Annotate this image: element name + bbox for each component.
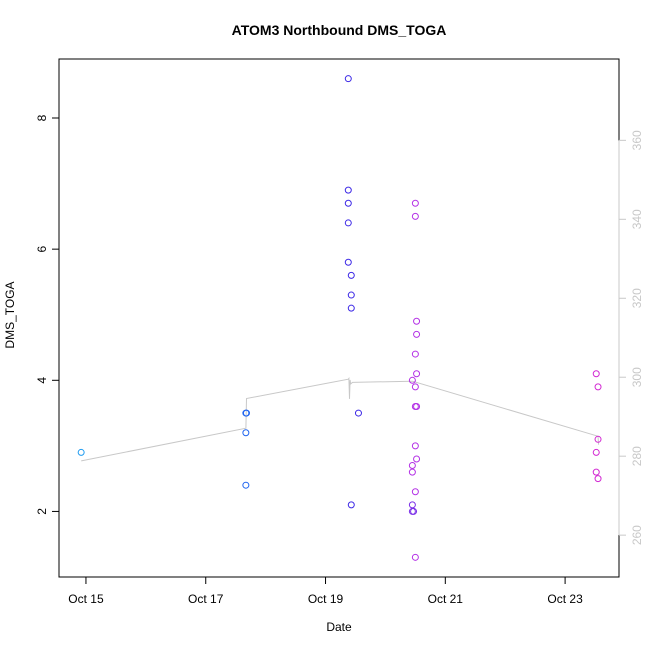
y2-axis: 260 280 300 320 340 360	[618, 130, 644, 545]
x-axis-label: Date	[326, 620, 352, 634]
y-axis: 2 4 6 8	[35, 114, 60, 515]
x-tick-label: Oct 23	[547, 592, 583, 606]
data-point	[347, 271, 355, 279]
y-tick-label: 4	[35, 377, 49, 384]
y2-tick-label: 260	[630, 525, 644, 545]
data-point	[408, 376, 416, 384]
x-tick-label: Oct 19	[308, 592, 344, 606]
data-point	[344, 199, 352, 207]
secondary-series	[81, 376, 600, 462]
data-point	[592, 370, 600, 378]
data-points	[77, 75, 602, 561]
data-point	[344, 186, 352, 194]
y2-tick-label: 340	[630, 209, 644, 229]
data-point	[344, 75, 352, 83]
data-point	[411, 383, 419, 391]
data-point	[594, 435, 602, 443]
data-point	[411, 553, 419, 561]
x-tick-label: Oct 17	[188, 592, 224, 606]
data-point	[592, 468, 600, 476]
data-point	[408, 468, 416, 476]
y-tick-label: 2	[35, 508, 49, 515]
x-tick-label: Oct 21	[428, 592, 464, 606]
data-point	[347, 291, 355, 299]
y-axis-label: DMS_TOGA	[3, 281, 17, 348]
data-point	[242, 409, 250, 417]
x-axis: Oct 15 Oct 17 Oct 19 Oct 21 Oct 23	[68, 576, 583, 606]
data-point	[413, 455, 421, 463]
data-point	[242, 429, 250, 437]
data-point	[344, 258, 352, 266]
data-point	[413, 330, 421, 338]
data-point	[347, 501, 355, 509]
plot-frame	[58, 58, 620, 578]
data-point	[77, 448, 85, 456]
data-point	[413, 370, 421, 378]
y-tick-label: 6	[35, 245, 49, 252]
data-point	[408, 462, 416, 470]
y2-tick-label: 360	[630, 130, 644, 150]
y2-tick-label: 300	[630, 367, 644, 387]
data-point	[413, 403, 421, 411]
y2-tick-label: 280	[630, 446, 644, 466]
data-point	[410, 507, 418, 515]
x-tick-label: Oct 15	[68, 592, 104, 606]
data-point	[411, 212, 419, 220]
data-point	[594, 383, 602, 391]
y-tick-label: 8	[35, 114, 49, 121]
data-point	[592, 448, 600, 456]
data-point	[347, 304, 355, 312]
secondary-line	[81, 376, 600, 462]
data-point	[354, 409, 362, 417]
data-point	[242, 481, 250, 489]
y2-tick-label: 320	[630, 288, 644, 308]
data-point	[594, 475, 602, 483]
data-point	[411, 442, 419, 450]
data-point	[411, 488, 419, 496]
data-point	[411, 350, 419, 358]
data-point	[408, 501, 416, 509]
data-point	[411, 199, 419, 207]
chart-title: ATOM3 Northbound DMS_TOGA	[232, 22, 447, 38]
data-point	[344, 219, 352, 227]
data-point	[413, 317, 421, 325]
